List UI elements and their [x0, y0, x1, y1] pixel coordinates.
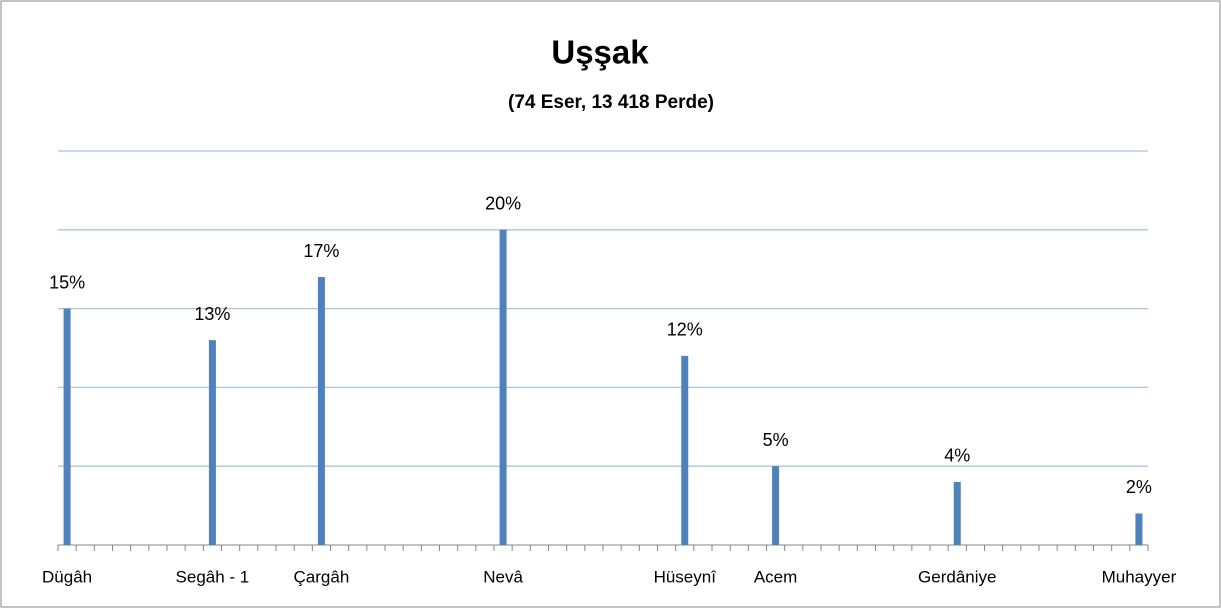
- bar: [63, 308, 71, 545]
- bar: [681, 355, 689, 545]
- data-label: 12%: [667, 320, 703, 340]
- data-label: 2%: [1126, 477, 1152, 497]
- x-tick-label: Segâh - 1: [176, 567, 250, 586]
- bar: [772, 466, 780, 545]
- data-label: 15%: [49, 272, 85, 292]
- x-tick-label: Muhayyer: [1102, 567, 1177, 586]
- x-tick-label: Çargâh: [294, 567, 350, 586]
- chart-title: Uşşak: [551, 34, 649, 71]
- x-tick-label: Nevâ: [483, 567, 523, 586]
- data-label: 20%: [485, 194, 521, 214]
- bar: [317, 277, 325, 545]
- bar: [208, 340, 216, 545]
- x-tick-label: Hüseynî: [654, 567, 718, 586]
- x-tick-label: Dügâh: [42, 567, 92, 586]
- x-tick-label: Acem: [754, 567, 797, 586]
- bar: [953, 481, 961, 545]
- x-tick-label: Gerdâniye: [918, 567, 996, 586]
- bar: [499, 229, 507, 546]
- bar: [1135, 513, 1143, 545]
- data-label: 17%: [303, 241, 339, 261]
- chart-subtitle: (74 Eser, 13 418 Perde): [508, 92, 714, 113]
- data-label: 13%: [194, 304, 230, 324]
- data-label: 5%: [763, 430, 789, 450]
- data-label: 4%: [944, 446, 970, 466]
